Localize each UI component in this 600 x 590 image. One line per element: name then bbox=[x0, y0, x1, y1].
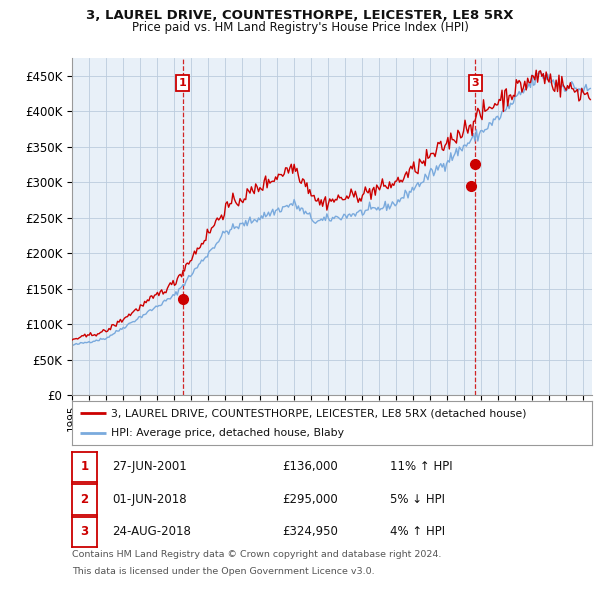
Text: 11% ↑ HPI: 11% ↑ HPI bbox=[390, 460, 452, 474]
Text: 3, LAUREL DRIVE, COUNTESTHORPE, LEICESTER, LE8 5RX: 3, LAUREL DRIVE, COUNTESTHORPE, LEICESTE… bbox=[86, 9, 514, 22]
Text: 1: 1 bbox=[179, 78, 187, 88]
Text: 3: 3 bbox=[80, 525, 89, 539]
Text: This data is licensed under the Open Government Licence v3.0.: This data is licensed under the Open Gov… bbox=[72, 566, 374, 576]
Text: Contains HM Land Registry data © Crown copyright and database right 2024.: Contains HM Land Registry data © Crown c… bbox=[72, 550, 442, 559]
Text: 5% ↓ HPI: 5% ↓ HPI bbox=[390, 493, 445, 506]
Text: 3, LAUREL DRIVE, COUNTESTHORPE, LEICESTER, LE8 5RX (detached house): 3, LAUREL DRIVE, COUNTESTHORPE, LEICESTE… bbox=[111, 408, 527, 418]
Text: 1: 1 bbox=[80, 460, 89, 474]
Text: 2: 2 bbox=[80, 493, 89, 506]
Text: HPI: Average price, detached house, Blaby: HPI: Average price, detached house, Blab… bbox=[111, 428, 344, 438]
Text: 24-AUG-2018: 24-AUG-2018 bbox=[112, 525, 191, 539]
Text: £136,000: £136,000 bbox=[282, 460, 338, 474]
Text: 3: 3 bbox=[472, 78, 479, 88]
Text: £324,950: £324,950 bbox=[282, 525, 338, 539]
Text: 01-JUN-2018: 01-JUN-2018 bbox=[112, 493, 187, 506]
Text: £295,000: £295,000 bbox=[282, 493, 338, 506]
Text: Price paid vs. HM Land Registry's House Price Index (HPI): Price paid vs. HM Land Registry's House … bbox=[131, 21, 469, 34]
Text: 4% ↑ HPI: 4% ↑ HPI bbox=[390, 525, 445, 539]
Text: 27-JUN-2001: 27-JUN-2001 bbox=[112, 460, 187, 474]
